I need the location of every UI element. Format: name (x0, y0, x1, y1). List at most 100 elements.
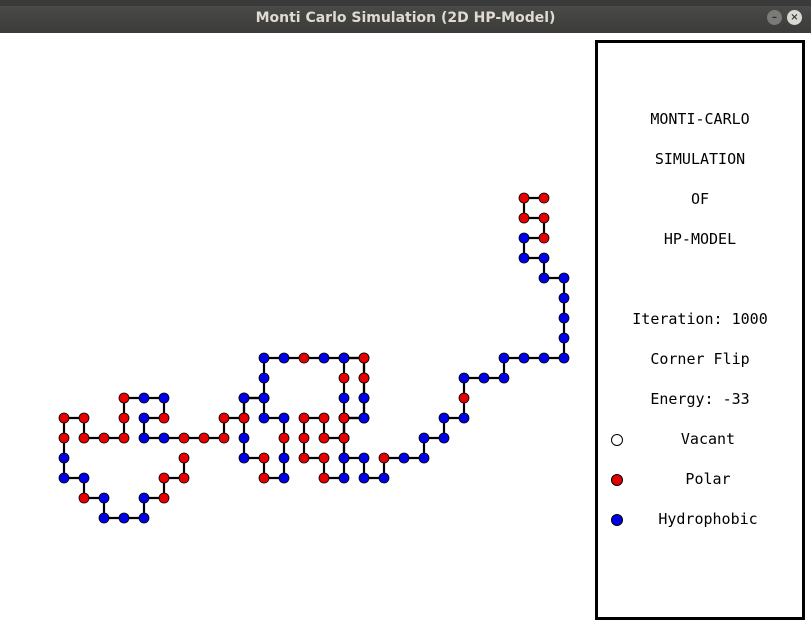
polar-residue (218, 432, 230, 444)
hydrophobic-residue (418, 432, 430, 444)
info-panel: MONTI-CARLO SIMULATION OF HP-MODEL Itera… (595, 40, 805, 620)
hydrophobic-residue (498, 372, 510, 384)
window-titlebar: Monti Carlo Simulation (2D HP-Model) – × (0, 6, 811, 33)
legend-label: Polar (685, 470, 731, 488)
legend-hydrophobic: Hydrophobic (598, 510, 802, 530)
browser-tab-strip (0, 0, 811, 6)
polar-residue (278, 432, 290, 444)
polar-residue (538, 212, 550, 224)
legend-label: Hydrophobic (658, 510, 758, 528)
polar-residue (358, 372, 370, 384)
hydrophobic-residue (378, 472, 390, 484)
hydrophobic-residue (438, 432, 450, 444)
polar-residue (218, 412, 230, 424)
residue-layer (58, 192, 570, 524)
hydrophobic-residue (558, 332, 570, 344)
polar-marker-icon (611, 474, 623, 486)
polar-residue (158, 492, 170, 504)
polar-residue (298, 352, 310, 364)
energy-readout: Energy: -33 (650, 390, 750, 408)
hydrophobic-residue (138, 512, 150, 524)
panel-heading-line-2: SIMULATION (654, 150, 746, 168)
polar-residue (318, 432, 330, 444)
polar-residue (298, 412, 310, 424)
hydrophobic-residue (58, 452, 70, 464)
hydrophobic-residue (258, 352, 270, 364)
hydrophobic-residue (58, 472, 70, 484)
simulation-canvas: MONTI-CARLO SIMULATION OF HP-MODEL Itera… (0, 33, 811, 625)
polar-residue (358, 352, 370, 364)
polar-residue (518, 212, 530, 224)
minimize-icon[interactable]: – (767, 10, 782, 25)
hydrophobic-residue (138, 392, 150, 404)
hydrophobic-residue (538, 252, 550, 264)
polar-residue (158, 412, 170, 424)
bond-layer (62, 196, 566, 520)
hydrophobic-residue (98, 512, 110, 524)
hydrophobic-residue (358, 452, 370, 464)
hydrophobic-residue (558, 272, 570, 284)
legend-label: Vacant (680, 430, 736, 448)
polar-residue (158, 472, 170, 484)
polar-residue (178, 432, 190, 444)
polar-residue (318, 472, 330, 484)
hydrophobic-residue (138, 492, 150, 504)
polar-residue (338, 412, 350, 424)
hydrophobic-residue (558, 292, 570, 304)
polar-residue (58, 432, 70, 444)
iteration-readout: Iteration: 1000 (632, 310, 768, 328)
hydrophobic-residue (438, 412, 450, 424)
polar-residue (118, 392, 130, 404)
hydrophobic-residue (238, 392, 250, 404)
polar-residue (198, 432, 210, 444)
hydrophobic-residue (138, 432, 150, 444)
hydrophobic-residue (138, 412, 150, 424)
hydrophobic-residue (498, 352, 510, 364)
panel-heading-line-3: OF (690, 190, 710, 208)
hydrophobic-residue (278, 352, 290, 364)
polar-residue (258, 472, 270, 484)
polar-residue (538, 232, 550, 244)
polar-residue (378, 452, 390, 464)
hydrophobic-residue (338, 472, 350, 484)
polar-residue (178, 452, 190, 464)
hydrophobic-residue (158, 432, 170, 444)
close-icon[interactable]: × (787, 10, 802, 25)
move-type-label: Corner Flip (650, 350, 750, 368)
hydrophobic-residue (558, 352, 570, 364)
hydrophobic-residue (318, 352, 330, 364)
panel-heading-line-4: HP-MODEL (663, 230, 737, 248)
hydrophobic-residue (458, 372, 470, 384)
polar-residue (298, 432, 310, 444)
hydrophobic-residue (278, 412, 290, 424)
hydrophobic-residue (278, 472, 290, 484)
hydrophobic-residue (558, 312, 570, 324)
polar-residue (238, 412, 250, 424)
hydrophobic-residue (458, 412, 470, 424)
hydrophobic-residue (158, 392, 170, 404)
legend-vacant: Vacant (598, 430, 802, 450)
hydrophobic-residue (258, 392, 270, 404)
hydrophobic-marker-icon (611, 514, 623, 526)
window-title: Monti Carlo Simulation (2D HP-Model) (255, 10, 556, 26)
hydrophobic-residue (398, 452, 410, 464)
hydrophobic-residue (358, 472, 370, 484)
polar-residue (78, 432, 90, 444)
hydrophobic-residue (78, 472, 90, 484)
hydrophobic-residue (258, 372, 270, 384)
panel-heading-line-1: MONTI-CARLO (650, 110, 750, 128)
hydrophobic-residue (478, 372, 490, 384)
hydrophobic-residue (518, 252, 530, 264)
hydrophobic-residue (278, 452, 290, 464)
hydrophobic-residue (338, 392, 350, 404)
polar-residue (78, 412, 90, 424)
hydrophobic-residue (98, 492, 110, 504)
hydrophobic-residue (118, 512, 130, 524)
hydrophobic-residue (258, 412, 270, 424)
polar-residue (458, 392, 470, 404)
polar-residue (78, 492, 90, 504)
hydrophobic-residue (358, 412, 370, 424)
hp-lattice (58, 192, 570, 524)
hydrophobic-residue (538, 352, 550, 364)
polar-residue (258, 452, 270, 464)
